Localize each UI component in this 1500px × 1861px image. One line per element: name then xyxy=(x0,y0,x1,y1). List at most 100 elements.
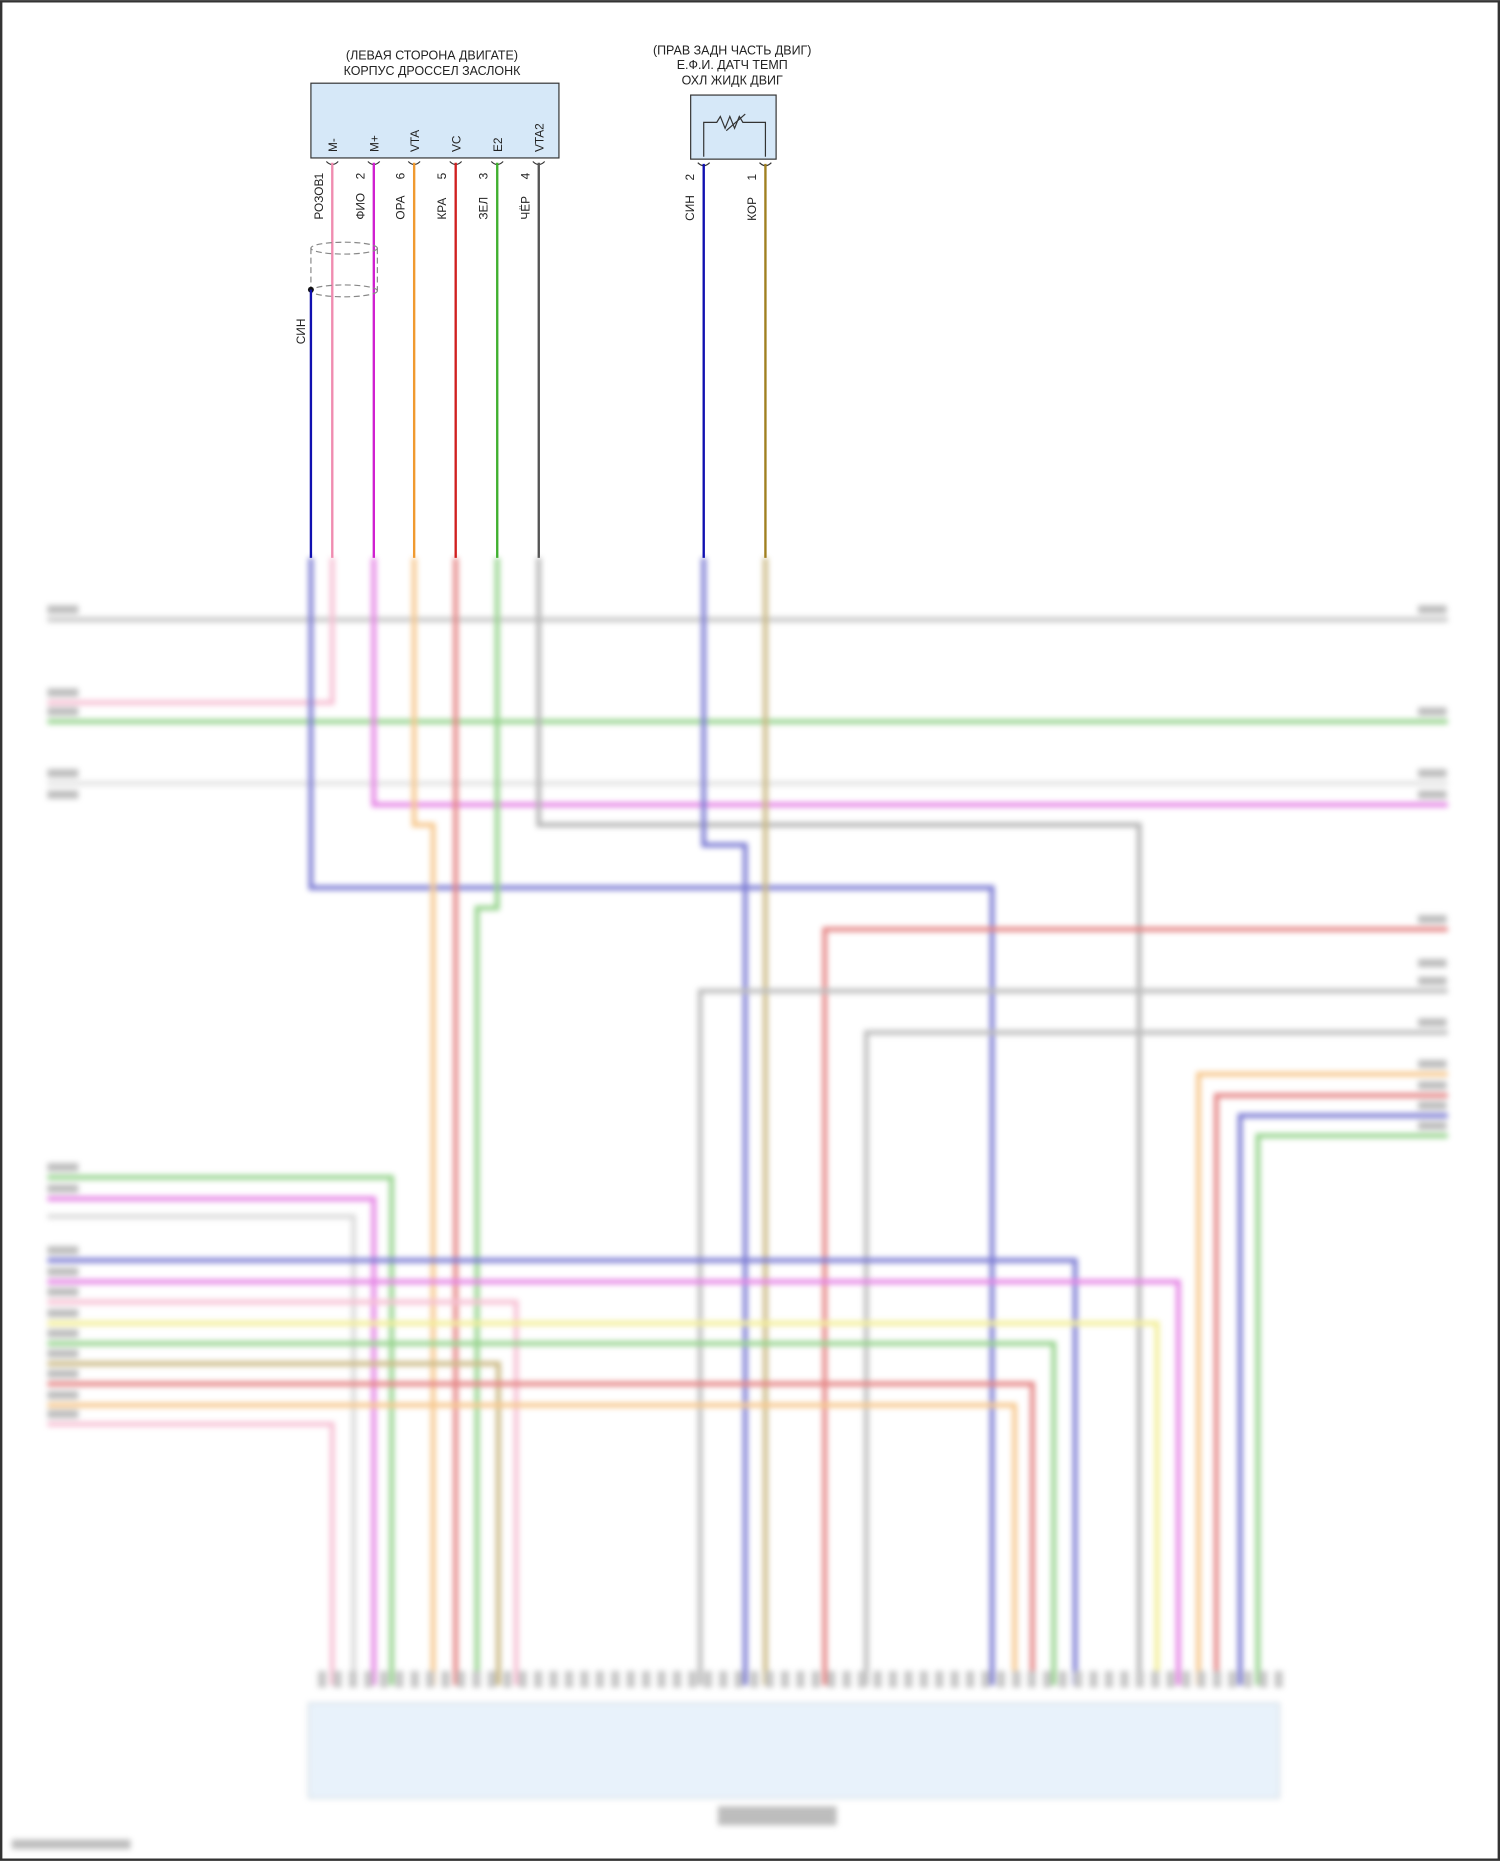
throttle-body-connector: (ЛЕВАЯ СТОРОНА ДВИГАТЕ) КОРПУС ДРОССЕЛ З… xyxy=(310,48,560,159)
blurred-label xyxy=(47,688,79,697)
coolant-temp-sensor: (ПРАВ ЗАДН ЧАСТЬ ДВИГ) Е.Ф.И. ДАТЧ ТЕМП … xyxy=(653,44,811,160)
blurred-wire xyxy=(1255,1133,1448,1686)
blurred-code xyxy=(11,1839,131,1850)
ecu-pin xyxy=(1073,1671,1083,1688)
blurred-wire xyxy=(47,1320,1160,1686)
ecu-pin xyxy=(888,1671,898,1688)
blurred-ecu-title xyxy=(717,1806,837,1826)
ecu-pin xyxy=(1228,1671,1237,1688)
ecu-pin xyxy=(395,1671,404,1688)
wire-label-shield: СИН xyxy=(294,319,308,345)
ecu-pin xyxy=(672,1671,682,1688)
blurred-label xyxy=(1418,1121,1447,1130)
sensor-title-3: ОХЛ ЖИДК ДВИГ xyxy=(682,73,783,87)
ecu-pin xyxy=(1104,1671,1114,1688)
pin-number: 4 xyxy=(518,172,532,179)
variable-arrow-icon xyxy=(725,113,746,132)
ecu-pin xyxy=(1135,1671,1144,1688)
blurred-label xyxy=(1418,769,1447,778)
ecu-pin xyxy=(503,1671,512,1688)
blurred-wire xyxy=(1237,1113,1448,1686)
blurred-wire xyxy=(47,1258,1078,1686)
blurred-wire xyxy=(371,557,1448,808)
blurred-label xyxy=(47,1267,79,1276)
wire-color-label: ОРА xyxy=(394,195,408,219)
blurred-wire xyxy=(47,1381,1035,1686)
ecu-pin xyxy=(1197,1671,1206,1688)
ecu-pin xyxy=(919,1671,929,1688)
ecu-pin xyxy=(595,1671,605,1688)
ecu-pin xyxy=(580,1671,589,1688)
throttle-title-2: КОРПУС ДРОССЕЛ ЗАСЛОНК xyxy=(344,64,521,78)
ecu-pin xyxy=(441,1671,450,1688)
blurred-label xyxy=(47,1329,79,1338)
ecu-pin xyxy=(318,1671,327,1688)
blurred-label xyxy=(47,769,79,778)
blurred-wire xyxy=(701,557,748,1686)
blurred-label xyxy=(47,1246,79,1255)
blurred-wire xyxy=(536,557,1142,1686)
ecu-pin xyxy=(996,1671,1006,1688)
ecu-pin xyxy=(703,1671,713,1688)
ecu-pin xyxy=(1166,1671,1175,1688)
blurred-wire xyxy=(697,988,1448,1686)
wire-color-label: СИН xyxy=(683,195,697,221)
ecu-pin xyxy=(1058,1671,1067,1688)
ecu-pin xyxy=(534,1671,543,1688)
ecu-pin xyxy=(426,1671,435,1688)
blurred-label xyxy=(1418,790,1447,799)
wire-color-label: КОР xyxy=(745,197,759,221)
blurred-label xyxy=(47,1409,79,1419)
blurred-wire xyxy=(47,1402,1018,1686)
ecu-connector-box xyxy=(307,1702,1280,1799)
blurred-label xyxy=(47,1349,79,1358)
ecu-pin xyxy=(842,1671,851,1688)
ecu-pin xyxy=(379,1671,389,1688)
ecu-pin xyxy=(472,1671,481,1688)
ecu-pin xyxy=(657,1671,666,1688)
blurred-label xyxy=(47,1184,79,1193)
blurred-label xyxy=(1418,915,1447,924)
ecu-pin xyxy=(857,1671,867,1688)
pin-number: 5 xyxy=(435,172,449,179)
ecu-pin xyxy=(333,1671,342,1688)
ecu-pin xyxy=(564,1671,574,1688)
blurred-label xyxy=(47,1287,79,1297)
ecu-pin xyxy=(549,1671,558,1688)
pin-number: 2 xyxy=(353,173,367,180)
ecu-pin xyxy=(688,1671,697,1688)
ecu-pin xyxy=(734,1671,743,1688)
ecu-pin xyxy=(1027,1671,1036,1688)
blurred-label xyxy=(1418,1059,1447,1069)
blurred-label xyxy=(47,1309,79,1318)
blurred-label xyxy=(47,790,79,799)
ecu-pin xyxy=(904,1671,913,1688)
ecu-pin xyxy=(364,1671,373,1688)
blurred-wire xyxy=(1196,1071,1448,1686)
pin-name: VTA2 xyxy=(533,123,547,152)
blurred-wire xyxy=(47,1341,1057,1686)
ecu-pin xyxy=(626,1671,635,1688)
wire-color-label: ЧЁР xyxy=(518,196,532,220)
pin-number: 6 xyxy=(394,172,408,179)
pin-number: 1 xyxy=(312,172,326,179)
ecu-pin xyxy=(1259,1671,1268,1688)
ecu-pin xyxy=(796,1671,805,1688)
pin-number: 2 xyxy=(683,174,697,181)
pin-name: VC xyxy=(449,135,463,152)
blurred-wire xyxy=(47,1421,335,1686)
sensor-box xyxy=(690,94,777,160)
ecu-pin xyxy=(1089,1671,1098,1688)
sensor-title-2: Е.Ф.И. ДАТЧ ТЕМП xyxy=(677,58,788,72)
blurred-wire xyxy=(47,1174,394,1686)
ecu-pin xyxy=(1151,1671,1160,1688)
ecu-pin xyxy=(765,1671,774,1688)
ecu-pin xyxy=(410,1671,419,1688)
ecu-pin xyxy=(750,1671,759,1688)
blurred-label xyxy=(47,1369,79,1378)
wire-color-label: ЗЕЛ xyxy=(477,197,491,220)
ecu-pin xyxy=(518,1671,527,1688)
blurred-wire xyxy=(411,557,436,1686)
blurred-wire xyxy=(47,557,335,706)
